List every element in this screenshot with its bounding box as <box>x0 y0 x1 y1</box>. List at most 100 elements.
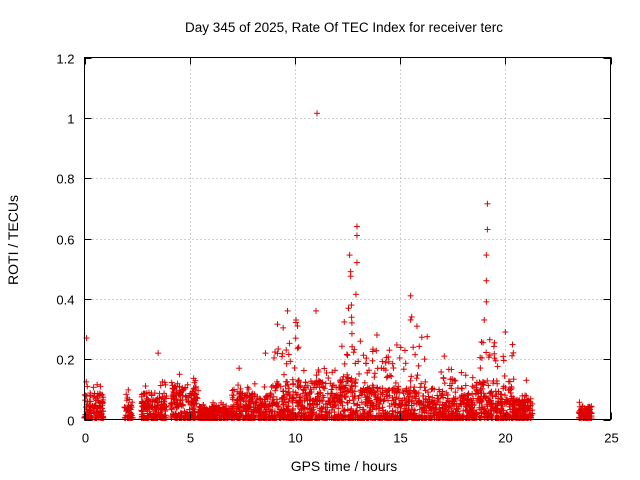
data-point <box>271 354 278 361</box>
data-point <box>279 396 286 403</box>
data-point <box>339 376 346 383</box>
data-point <box>345 375 352 382</box>
data-point <box>246 413 253 420</box>
data-point <box>192 377 199 384</box>
data-point <box>275 409 282 416</box>
data-point <box>271 400 278 407</box>
data-point <box>138 408 145 415</box>
data-point <box>281 371 288 378</box>
data-point <box>223 402 230 409</box>
data-point <box>338 343 345 350</box>
data-point <box>229 387 236 394</box>
data-point <box>291 364 298 371</box>
data-point <box>300 387 307 394</box>
data-point <box>337 410 344 417</box>
data-point <box>230 392 237 399</box>
data-point <box>218 399 225 406</box>
data-point <box>263 408 270 415</box>
data-point <box>307 405 314 412</box>
data-point <box>328 390 335 397</box>
data-point <box>356 370 363 377</box>
data-point <box>127 402 134 409</box>
data-point <box>317 389 324 396</box>
data-point <box>168 406 175 413</box>
data-point <box>339 402 346 409</box>
data-point <box>307 396 314 403</box>
data-point <box>261 404 268 411</box>
data-point <box>229 408 236 415</box>
data-point <box>86 409 93 416</box>
data-point <box>277 383 284 390</box>
data-point <box>173 404 180 411</box>
data-point <box>169 392 176 399</box>
data-point <box>234 412 241 419</box>
data-point <box>222 407 229 414</box>
data-point <box>310 404 317 411</box>
data-point <box>280 388 287 395</box>
data-point <box>350 397 357 404</box>
data-point <box>344 371 351 378</box>
data-point <box>358 388 365 395</box>
data-point <box>235 382 242 389</box>
data-point <box>284 381 291 388</box>
data-point <box>309 380 316 387</box>
data-point <box>142 383 149 390</box>
data-point <box>273 396 280 403</box>
data-point <box>289 407 296 414</box>
data-point <box>283 347 290 354</box>
data-point <box>310 384 317 391</box>
data-point <box>287 358 294 365</box>
data-point <box>274 321 281 328</box>
data-point <box>191 409 198 416</box>
data-point <box>156 413 163 420</box>
data-point <box>177 397 184 404</box>
data-point <box>170 395 177 402</box>
data-point <box>355 395 362 402</box>
data-point <box>304 382 311 389</box>
data-point <box>217 406 224 413</box>
data-point <box>194 395 201 402</box>
data-point <box>97 383 104 390</box>
data-point <box>352 411 359 418</box>
data-point <box>329 404 336 411</box>
data-point <box>157 382 164 389</box>
data-point <box>344 352 351 359</box>
data-point <box>172 410 179 417</box>
data-point <box>262 401 269 408</box>
data-point <box>275 345 282 352</box>
data-point <box>294 345 301 352</box>
data-point <box>297 382 304 389</box>
data-point <box>328 407 335 414</box>
data-point <box>352 360 359 367</box>
data-point <box>343 387 350 394</box>
data-point <box>94 381 101 388</box>
data-point <box>251 380 258 387</box>
data-point <box>261 383 268 390</box>
data-point <box>251 391 258 398</box>
data-point <box>335 405 342 412</box>
data-point <box>233 399 240 406</box>
data-point <box>295 378 302 385</box>
data-point <box>148 404 155 411</box>
data-point <box>266 401 273 408</box>
data-point <box>354 402 361 409</box>
data-point <box>286 385 293 392</box>
data-point <box>341 360 348 367</box>
data-point <box>99 398 106 405</box>
data-point <box>201 406 208 413</box>
data-point <box>188 393 195 400</box>
data-point <box>198 408 205 415</box>
data-point <box>322 401 329 408</box>
data-point <box>348 330 355 337</box>
data-point <box>302 379 309 386</box>
data-point <box>340 408 347 415</box>
data-point <box>124 395 131 402</box>
data-point <box>348 382 355 389</box>
data-point <box>179 401 186 408</box>
data-point <box>296 398 303 405</box>
data-point <box>331 367 338 374</box>
data-point <box>294 323 301 330</box>
data-point <box>152 411 159 418</box>
data-point <box>95 397 102 404</box>
